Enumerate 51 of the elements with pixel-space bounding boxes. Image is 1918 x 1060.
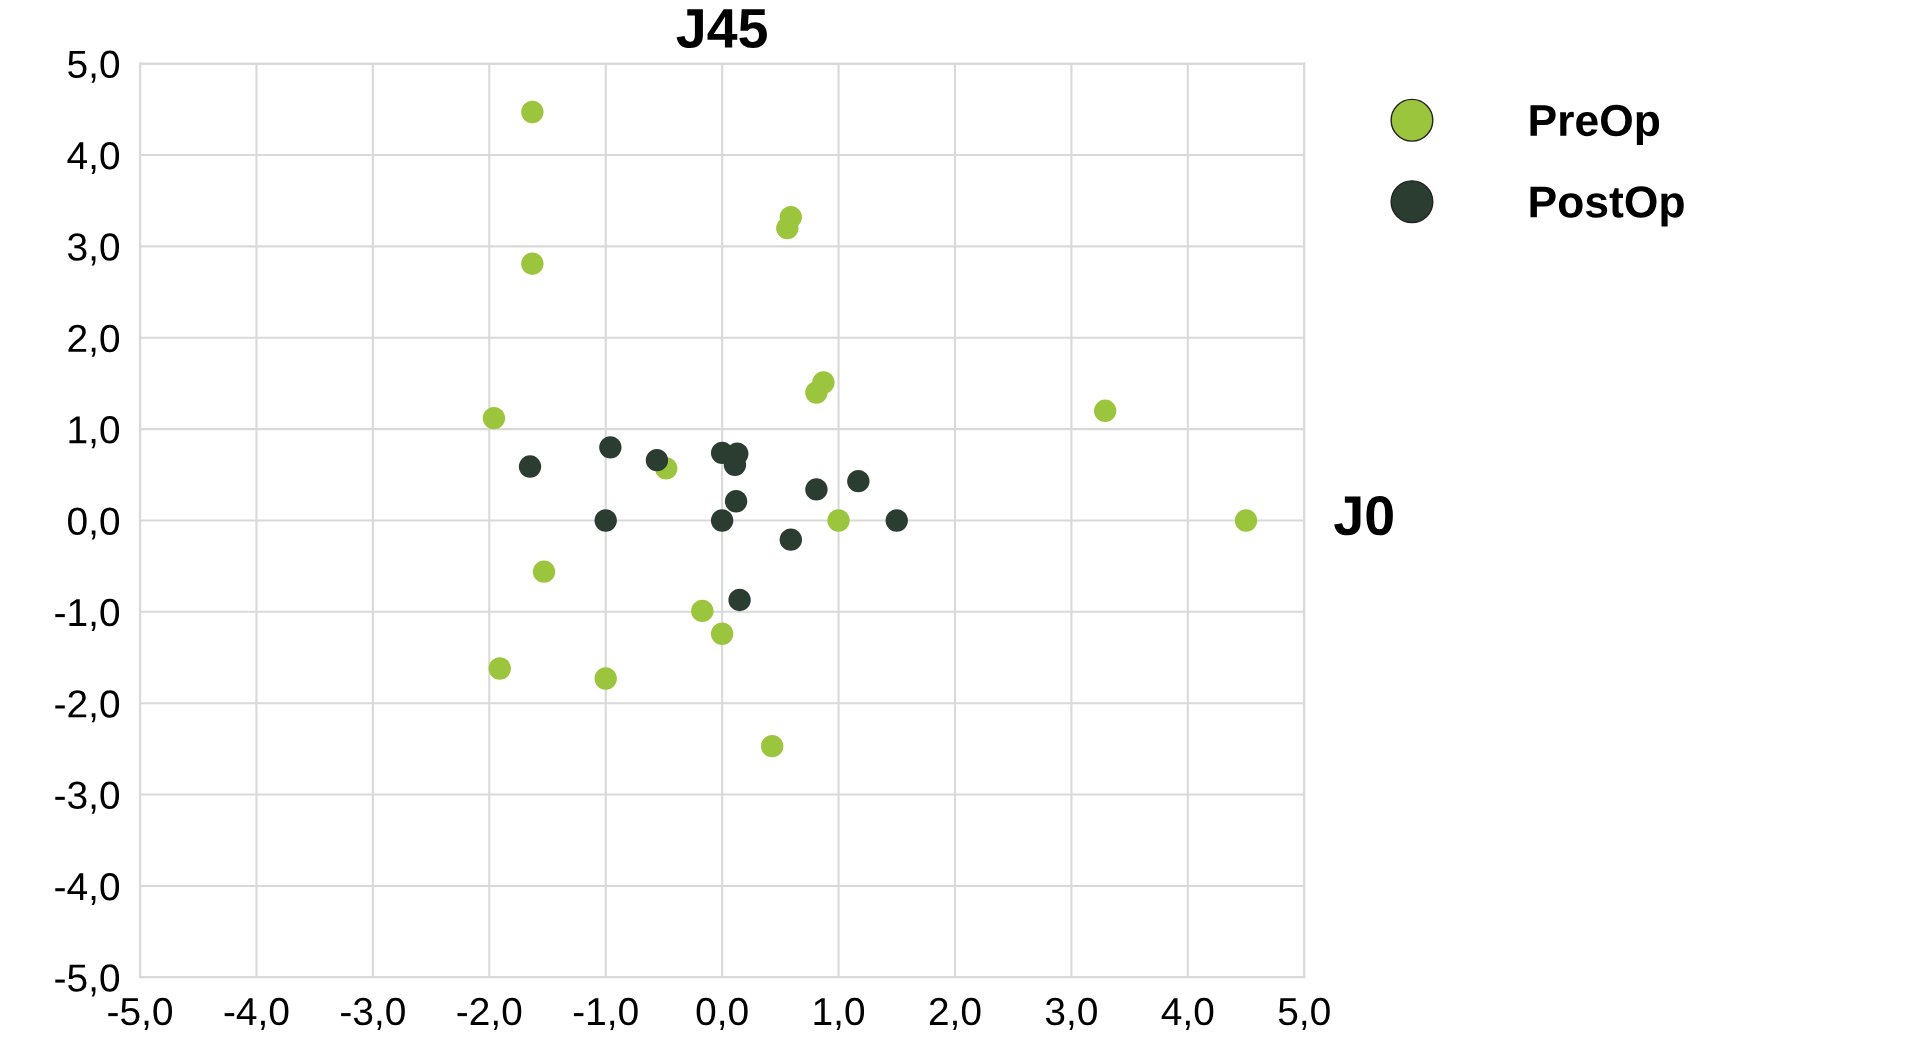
x-tick-label: -3,0	[341, 997, 405, 1030]
point	[532, 560, 556, 583]
x-tick-label: 1,0	[814, 997, 865, 1030]
y-tick-label: 0,0	[68, 507, 120, 540]
y-tick-label: 5,0	[68, 50, 120, 83]
point	[521, 252, 544, 275]
x-tick-label: -5,0	[108, 997, 172, 1030]
y-tick-label: -5,0	[55, 964, 120, 997]
point	[518, 455, 542, 478]
y-tick-label: 1,0	[69, 416, 120, 449]
x-tick-label: -2,0	[457, 997, 522, 1030]
point	[482, 406, 506, 430]
point	[594, 667, 617, 690]
legend-label: PreOp	[1530, 104, 1660, 146]
y-tick-label: -1,0	[55, 598, 120, 631]
y-tick-label: 4,0	[67, 141, 120, 175]
point	[728, 588, 751, 612]
point	[594, 509, 617, 532]
point	[805, 478, 828, 501]
point	[885, 509, 908, 532]
point	[710, 622, 734, 645]
point	[710, 509, 734, 532]
point	[488, 657, 511, 680]
point	[1234, 509, 1258, 532]
point	[724, 490, 748, 513]
legend-label: PostOp	[1530, 186, 1684, 227]
x-tick-label: 4,0	[1161, 997, 1214, 1030]
y-tick-label: 2,0	[68, 324, 120, 357]
x-tick-label: 5,0	[1278, 997, 1330, 1030]
point	[521, 100, 544, 124]
y-tick-label: -2,0	[55, 690, 120, 723]
point	[1093, 399, 1117, 423]
point	[645, 448, 669, 472]
point	[691, 599, 714, 623]
point	[776, 216, 799, 240]
x-tick-label: -1,0	[573, 997, 638, 1030]
point	[805, 381, 828, 404]
x-tick-label: 0,0	[696, 997, 748, 1030]
y-tick-label: -4,0	[55, 872, 120, 906]
point	[760, 734, 784, 758]
y-tick-label: -3,0	[55, 781, 120, 814]
x-tick-label: 3,0	[1045, 997, 1097, 1030]
point	[847, 469, 870, 493]
x-tick-label: 2,0	[929, 997, 981, 1030]
point	[599, 436, 622, 459]
y-tick-label: 3,0	[68, 233, 120, 266]
x-axis-title: J0	[1334, 496, 1393, 536]
x-tick-label: -4,0	[224, 997, 289, 1030]
y-axis-title: J45	[676, 9, 767, 49]
point	[779, 528, 803, 551]
point	[827, 509, 850, 532]
